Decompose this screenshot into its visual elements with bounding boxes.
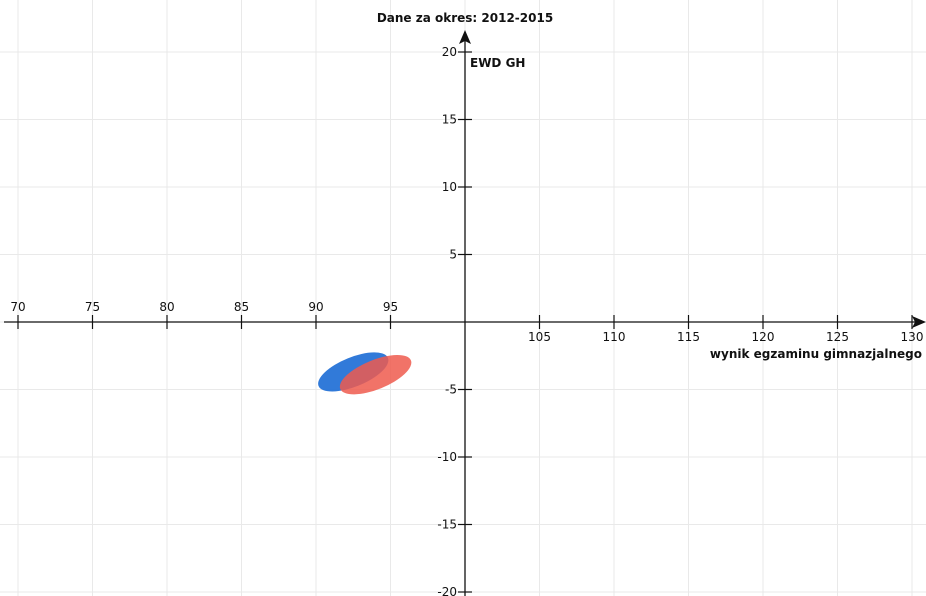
y-tick-label: -15	[437, 518, 457, 532]
chart-title: Dane za okres: 2012-2015	[377, 11, 553, 25]
x-tick-label: 110	[603, 330, 626, 344]
x-tick-label: 120	[752, 330, 775, 344]
y-tick-label: 20	[442, 45, 457, 59]
x-axis-label: wynik egzaminu gimnazjalnego	[710, 347, 922, 361]
series-layer	[318, 352, 412, 395]
y-tick-label: -20	[437, 585, 457, 596]
x-tick-label: 80	[159, 300, 174, 314]
y-tick-label: -5	[445, 383, 457, 397]
y-axis-arrow-icon	[459, 30, 471, 44]
x-tick-label: 105	[528, 330, 551, 344]
x-tick-label: 130	[901, 330, 924, 344]
axes	[4, 30, 926, 596]
y-tick-label: 15	[442, 113, 457, 127]
series-ellipse-2	[339, 354, 412, 395]
x-tick-label: 70	[10, 300, 25, 314]
y-tick-label: -10	[437, 450, 457, 464]
y-axis-label: EWD GH	[470, 56, 525, 70]
x-axis-arrow-icon	[912, 316, 926, 328]
y-tick-label: 10	[442, 180, 457, 194]
x-tick-label: 95	[383, 300, 398, 314]
x-tick-label: 125	[826, 330, 849, 344]
x-tick-label: 90	[308, 300, 323, 314]
y-tick-label: 5	[449, 248, 457, 262]
x-tick-label: 75	[85, 300, 100, 314]
x-tick-label: 115	[677, 330, 700, 344]
x-tick-label: 85	[234, 300, 249, 314]
